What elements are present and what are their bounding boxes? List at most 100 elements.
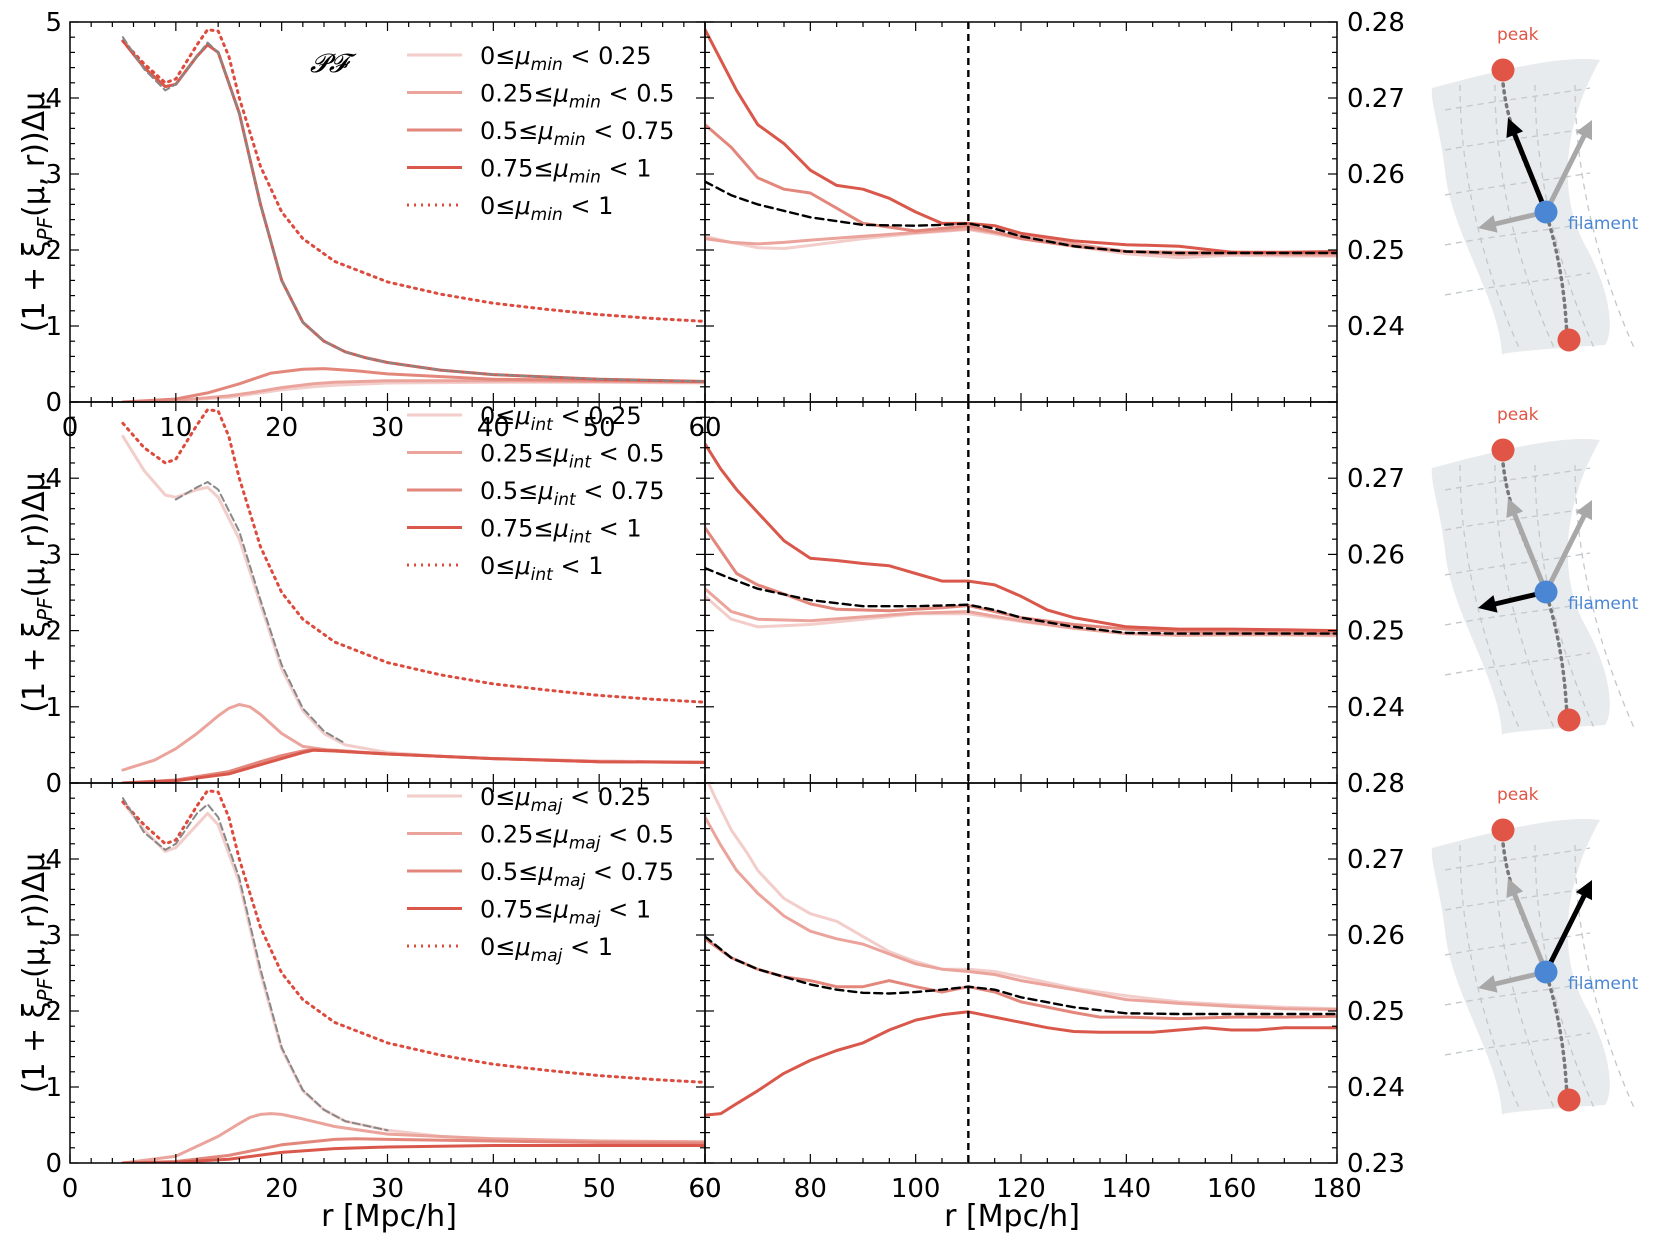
peak-label: peak [1497,25,1539,45]
y-tick-label: 0.26 [1347,160,1405,190]
x-tick-label: 80 [794,1174,827,1204]
y-axis-label: (1 + ξPF(μ, r))Δμ [17,472,57,713]
legend: 0≤μint < 0.25 0.25≤μint < 0.5 0.5≤μint < 0… [407,402,665,585]
x-tick-label: 40 [477,1174,510,1204]
series-c4-line [705,1010,1337,1117]
y-tick-label: 2 [45,617,62,647]
legend-label: 0.5≤μmin < 0.75 [480,117,674,150]
sketch-2: peak filament [1431,405,1639,735]
peak-dot-bottom [1557,708,1581,732]
series-c1-line [121,800,705,1144]
x-axis-label-right: r [Mpc/h] [944,1199,1080,1234]
sketch-panels: peak filament peak filament peak filament [1431,25,1639,1115]
series-dotted-line [121,789,705,1084]
y-tick-label: 0.27 [1347,84,1405,114]
x-tick-label: 50 [583,413,616,443]
sketch-1: peak filament [1431,25,1639,355]
y-axis-label: (1 + ξPF(μ, r))Δμ [17,92,57,333]
legend-label: 0≤μmin < 0.25 [480,42,652,75]
y-tick-label: 0.25 [1347,997,1405,1027]
y-tick-label: 0.28 [1347,8,1405,38]
series-c3-line [121,1137,705,1163]
series-c4-line [705,442,1337,633]
series-dotted-line [121,408,705,704]
x-tick-label: 30 [371,1174,404,1204]
peak-dot-top [1491,58,1515,82]
filament-label: filament [1568,974,1639,994]
legend-label: 0≤μint < 0.25 [480,402,642,435]
y-tick-label: 0.27 [1347,845,1405,875]
legend-label: 0≤μmaj < 0.25 [480,783,651,816]
y-tick-label: 0.27 [1347,464,1405,494]
y-tick-label: 2 [45,236,62,266]
y-tick-label: 3 [45,540,62,570]
y-tick-label: 0.28 [1347,769,1405,799]
y-tick-label: 4 [45,464,62,494]
series-raw-line [121,36,705,383]
y-tick-label: 0.24 [1347,1073,1405,1103]
y-tick-label: 0.23 [1347,1149,1405,1179]
direction-arrow [1506,878,1549,975]
x-tick-label: 140 [1102,1174,1152,1204]
x-tick-label: 180 [1312,1174,1362,1204]
filament-node [1534,960,1558,984]
surface-patch [1431,59,1610,355]
panel-frame [704,21,1338,403]
y-tick-label: 4 [45,845,62,875]
x-tick-label: 120 [996,1174,1046,1204]
y-tick-label: 0.26 [1347,921,1405,951]
legend: 0≤μmaj < 0.25 0.25≤μmaj < 0.5 0.5≤μmaj < 0… [407,783,674,966]
legend-label: 0.25≤μmin < 0.5 [480,80,674,113]
series-c2-line [121,1112,705,1163]
legend-label: 0≤μmin < 1 [480,192,613,225]
peak-dot-top [1491,438,1515,462]
x-tick-label: 10 [159,1174,192,1204]
panel-frame [704,401,1338,784]
x-tick-label: 160 [1207,1174,1257,1204]
y-tick-label: 0 [45,769,62,799]
x-tick-label: 20 [265,413,298,443]
panel-top-right: 0.24 0.25 0.26 0.27 0.28 [704,8,1405,403]
x-tick-label: 40 [477,413,510,443]
x-tick-label: 50 [583,1174,616,1204]
legend-label: 0.5≤μint < 0.75 [480,477,665,510]
y-tick-label: 1 [45,312,62,342]
legend-label: 0.75≤μmin < 1 [480,155,652,188]
pf-label: 𝓟𝓕 [310,49,357,79]
series-raw-line [174,481,347,745]
x-tick-label: 30 [371,413,404,443]
filament-label: filament [1568,214,1639,234]
series-c2-line [705,815,1337,1011]
series-c4-line [121,1144,705,1163]
highlighted-direction-arrow [1506,118,1549,215]
highlighted-direction-arrow [1543,880,1592,975]
x-tick-label: 60 [688,1174,721,1204]
peak-dot-top [1491,818,1515,842]
x-axis-label-left: r [Mpc/h] [321,1199,457,1234]
y-tick-label: 0.24 [1347,312,1405,342]
direction-arrow [1543,500,1592,595]
series-dotted-line [121,28,705,323]
y-tick-label: 3 [45,160,62,190]
peak-label: peak [1497,785,1539,805]
y-tick-label: 4 [45,84,62,114]
surface-patch [1431,819,1610,1115]
direction-arrow [1506,498,1549,595]
sketch-3: peak filament [1431,785,1639,1115]
series-c3-line [121,367,705,402]
series-c4-line [121,748,705,783]
panel-middle-left: 0 1 2 3 4(1 + ξPF(μ, r))Δμ 0≤μint < 0.25 0.25≤… [17,401,706,799]
y-tick-label: 0.24 [1347,693,1405,723]
legend-label: 0.75≤μint < 1 [480,515,642,548]
legend-label: 0.25≤μint < 0.5 [480,440,665,473]
x-tick-label: 0 [62,1174,79,1204]
y-tick-label: 0 [45,1149,62,1179]
x-tick-label: 20 [265,1174,298,1204]
peak-label: peak [1497,405,1539,425]
y-tick-label: 1 [45,1073,62,1103]
series-avg-line [705,180,1337,255]
series-c1-line [706,783,1337,1011]
